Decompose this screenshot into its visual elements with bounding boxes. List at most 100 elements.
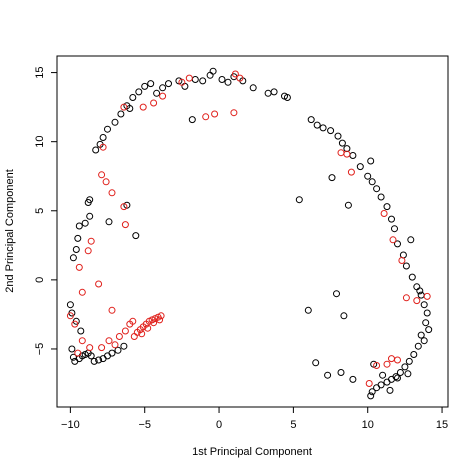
data-point [117, 110, 125, 118]
data-point [230, 109, 238, 117]
data-point [150, 99, 158, 107]
data-point [337, 149, 345, 157]
data-point [402, 294, 410, 302]
data-point [377, 381, 385, 389]
data-point [159, 84, 167, 92]
data-point [218, 76, 226, 83]
data-point [95, 356, 103, 364]
data-point [165, 80, 172, 88]
data-point [84, 247, 92, 255]
data-point [401, 363, 409, 371]
data-point [425, 326, 433, 334]
data-point [283, 94, 291, 101]
data-point [86, 344, 94, 352]
data-point [394, 240, 401, 248]
y-tick-label: −5 [34, 343, 46, 356]
data-point [185, 74, 193, 82]
data-point [104, 125, 111, 133]
data-point [129, 317, 137, 325]
data-point [417, 331, 425, 339]
data-point [422, 319, 430, 327]
data-point [66, 301, 74, 309]
data-point [304, 306, 312, 314]
data-point [364, 172, 372, 180]
data-point [209, 67, 217, 75]
data-point [368, 178, 376, 186]
data-point [99, 134, 107, 141]
data-point [404, 370, 412, 378]
data-point [98, 344, 106, 352]
data-point [157, 312, 165, 320]
data-point [373, 185, 381, 193]
data-point [108, 349, 116, 357]
data-point [86, 196, 94, 204]
data-point [328, 174, 336, 182]
data-points [66, 67, 433, 400]
data-point [81, 219, 89, 227]
data-point [373, 384, 381, 392]
data-point [159, 92, 167, 100]
data-point [236, 74, 244, 82]
data-point [188, 116, 196, 124]
data-point [105, 337, 113, 345]
data-point [90, 357, 98, 365]
data-point [121, 327, 129, 335]
data-point [388, 355, 395, 363]
x-tick-label: 10 [362, 419, 374, 431]
data-point [120, 342, 128, 350]
data-point [295, 196, 303, 204]
x-axis: −10 −5 0 5 10 15 [61, 407, 448, 431]
data-point [389, 236, 397, 244]
data-point [86, 212, 94, 220]
data-point [78, 337, 86, 345]
data-point [386, 386, 394, 394]
data-point [78, 288, 86, 296]
data-point [319, 124, 327, 132]
data-point [231, 70, 239, 78]
data-point [405, 357, 413, 365]
data-point [69, 254, 77, 262]
data-point [92, 146, 100, 154]
plot-frame [56, 55, 449, 408]
data-point [408, 273, 416, 281]
data-point [141, 82, 149, 90]
data-point [338, 139, 346, 147]
data-point [312, 359, 320, 367]
data-point [394, 356, 401, 364]
y-axis-label: 2nd Principal Component [4, 169, 16, 293]
data-point [111, 118, 119, 126]
data-point [75, 263, 83, 271]
data-point [181, 82, 189, 90]
data-point [334, 132, 342, 140]
data-point [420, 337, 428, 345]
data-point [206, 71, 214, 79]
data-point [153, 89, 161, 97]
y-tick-label: 5 [34, 208, 46, 214]
data-point [129, 94, 137, 101]
data-point [383, 360, 391, 368]
data-point [144, 324, 152, 332]
data-point [108, 306, 116, 314]
data-point [224, 78, 232, 86]
data-point [211, 110, 219, 118]
data-point [132, 232, 140, 240]
y-tick-label: 0 [34, 277, 46, 283]
x-axis-label: 1st Principal Component [192, 446, 312, 458]
data-point [416, 287, 424, 295]
data-point [373, 362, 381, 369]
data-point [111, 341, 119, 349]
data-point [156, 316, 164, 324]
data-point [356, 163, 364, 171]
data-point [120, 103, 128, 111]
data-point [191, 76, 199, 83]
data-point [367, 392, 375, 400]
data-point [398, 257, 406, 264]
data-point [249, 84, 257, 92]
data-point [147, 80, 155, 88]
data-point [379, 371, 387, 379]
data-point [98, 171, 106, 179]
data-point [115, 333, 123, 340]
data-point [396, 369, 404, 376]
data-point [377, 193, 385, 201]
data-point [391, 225, 398, 233]
